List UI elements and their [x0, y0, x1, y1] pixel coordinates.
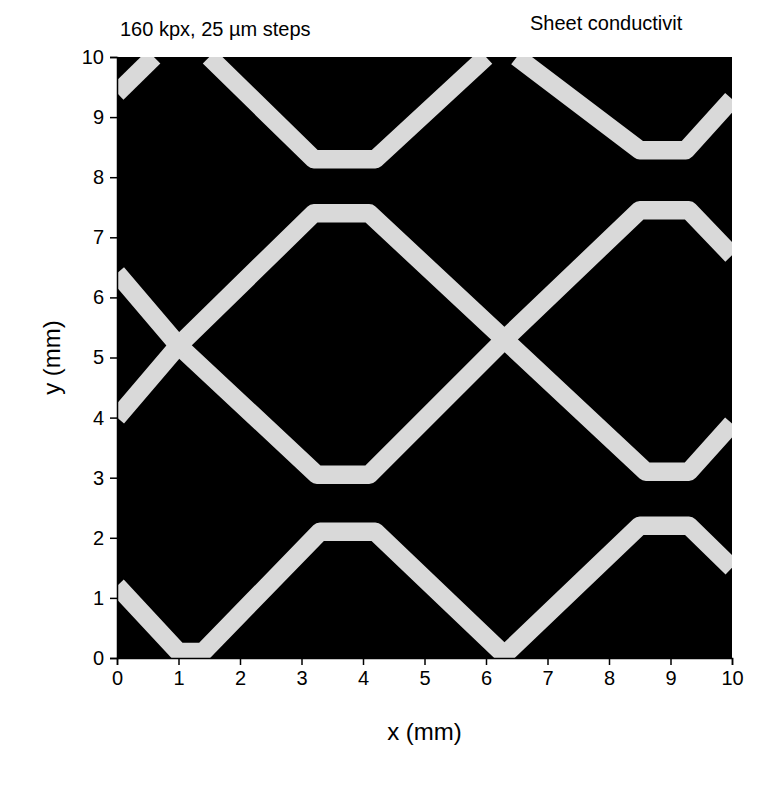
tick-label: 1 [93, 587, 104, 609]
tick-mark [110, 658, 117, 660]
mesh-band [117, 57, 154, 93]
tick-label: 10 [721, 667, 743, 689]
tick-mark [178, 658, 180, 665]
tick: 4 [358, 658, 369, 689]
tick: 5 [93, 346, 117, 368]
tick: 7 [542, 658, 553, 689]
chart: 0 1 2 3 4 5 6 7 8 9 10 0 1 2 3 4 5 6 7 8 9 10 x (mm) y (mm) 160 … [0, 0, 762, 788]
tick-mark [110, 538, 117, 540]
tick: 2 [93, 527, 117, 549]
tick-label: 1 [173, 667, 184, 689]
tick-label: 5 [93, 346, 104, 368]
tick-mark [670, 658, 672, 665]
tick: 10 [82, 46, 117, 68]
tick-label: 0 [93, 647, 104, 669]
plot-background [117, 57, 732, 658]
tick: 1 [173, 658, 184, 689]
x-axis: 0 1 2 3 4 5 6 7 8 9 10 [112, 658, 744, 689]
mesh-band [209, 57, 486, 159]
mesh-band [117, 213, 732, 471]
y-axis: 0 1 2 3 4 5 6 7 8 9 10 [82, 46, 118, 669]
tick: 0 [112, 658, 123, 689]
tick-label: 8 [93, 166, 104, 188]
tick-mark [110, 417, 117, 419]
title: 160 kpx, 25 µm steps [120, 18, 311, 40]
plot: 0 1 2 3 4 5 6 7 8 9 10 0 1 2 3 4 5 6 7 8 9 10 [82, 46, 744, 689]
mesh-band [117, 526, 732, 655]
tick-label: 3 [296, 667, 307, 689]
tick: 3 [93, 467, 117, 489]
tick-mark [110, 357, 117, 359]
tick-label: 9 [93, 106, 104, 128]
tick-label: 3 [93, 467, 104, 489]
tick-mark [363, 658, 365, 665]
marks [117, 57, 732, 655]
tick: 10 [721, 658, 743, 689]
tick-mark [110, 177, 117, 179]
tick: 5 [419, 658, 430, 689]
tick-label: 7 [542, 667, 553, 689]
tick-label: 2 [93, 527, 104, 549]
tick: 8 [93, 166, 117, 188]
tick: 9 [93, 106, 117, 128]
tick-mark [486, 658, 488, 665]
tick: 2 [235, 658, 246, 689]
tick-mark [424, 658, 426, 665]
tick-label: 6 [481, 667, 492, 689]
tick-label: 5 [419, 667, 430, 689]
tick: 9 [665, 658, 676, 689]
axis-line [118, 659, 733, 666]
tick-mark [110, 57, 117, 59]
tick-label: 8 [604, 667, 615, 689]
tick: 6 [481, 658, 492, 689]
tick: 3 [296, 658, 307, 689]
x-axis-title: x (mm) [387, 718, 462, 745]
tick: 0 [93, 647, 117, 669]
tick-label: 4 [93, 407, 104, 429]
tick: 6 [93, 286, 117, 308]
tick: 4 [93, 407, 117, 429]
mesh-band [517, 57, 732, 150]
mesh-band [117, 210, 732, 474]
tick-label: 7 [93, 226, 104, 248]
tick-mark [110, 297, 117, 299]
tick-label: 9 [665, 667, 676, 689]
tick: 1 [93, 587, 117, 609]
tick-label: 2 [235, 667, 246, 689]
tick-mark [547, 658, 549, 665]
tick-label: 6 [93, 286, 104, 308]
axis-line [110, 58, 118, 659]
tick: 8 [604, 658, 615, 689]
tick-mark [110, 477, 117, 479]
tick-label: 0 [112, 667, 123, 689]
tick-mark [240, 658, 242, 665]
tick-mark [110, 117, 117, 119]
tick-label: 10 [82, 46, 104, 68]
tick-mark [110, 598, 117, 600]
tick: 7 [93, 226, 117, 248]
tick-mark [609, 658, 611, 665]
subtitle: Sheet conductivit [530, 12, 683, 34]
y-axis-title: y (mm) [38, 320, 65, 395]
tick-mark [110, 237, 117, 239]
tick-mark [732, 658, 734, 665]
tick-mark [301, 658, 303, 665]
tick-label: 4 [358, 667, 369, 689]
